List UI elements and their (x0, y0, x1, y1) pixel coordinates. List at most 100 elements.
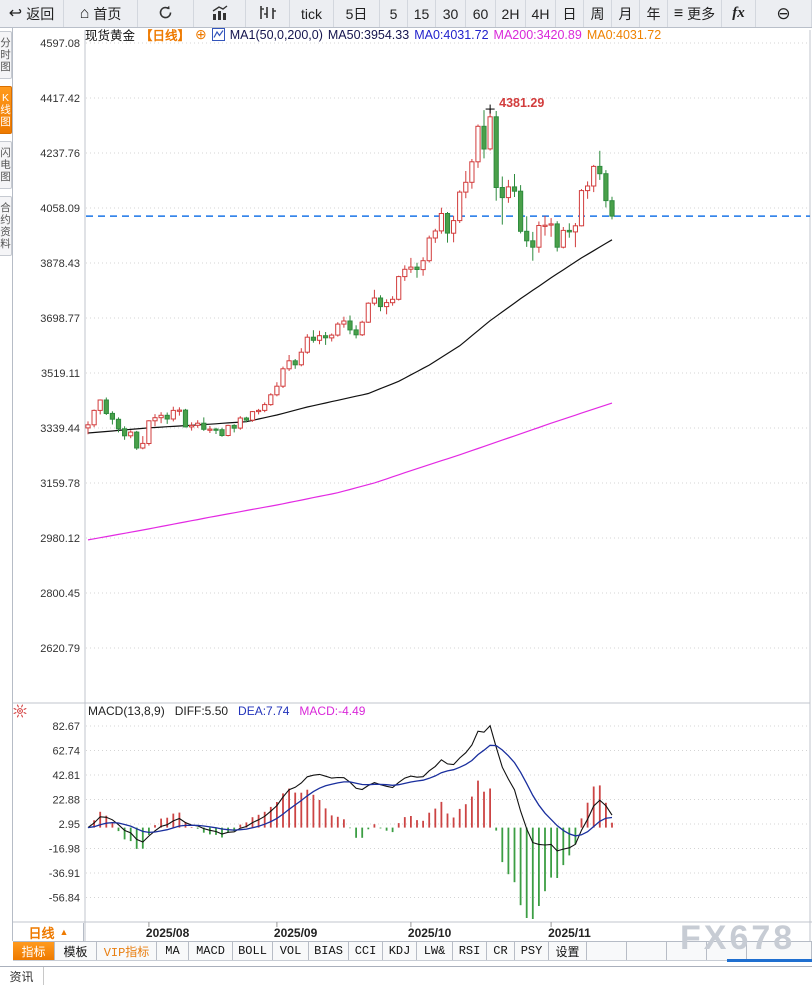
back-label: 返回 (26, 5, 55, 22)
tab-empty-cell (627, 942, 667, 960)
home-icon: ⌂ (79, 4, 90, 22)
zoom-out-icon: ⊖ (776, 4, 791, 23)
main-chart-canvas[interactable]: 4597.08 4417.42 4237.76 4058.09 3878.43 3698.… (13, 28, 812, 941)
svg-text:2.95: 2.95 (59, 819, 80, 831)
tab-cci[interactable]: CCI (349, 942, 383, 960)
tab-empty-cell (747, 942, 812, 960)
sidebar-item-kline[interactable]: K线图 (0, 86, 12, 134)
svg-text:2620.79: 2620.79 (40, 643, 80, 655)
tab-lwr[interactable]: LW& (417, 942, 453, 960)
ma50-line (87, 239, 613, 434)
top-toolbar: ↩ 返回 ⌂ 首页 tick 5日 5 15 30 60 2H 4H 日周月年 ≡ 更多 (0, 0, 812, 28)
tab-vip-indicator[interactable]: VIP指标 (97, 942, 157, 960)
refresh-button[interactable] (138, 0, 194, 27)
sidebar-item-lightning[interactable]: 闪电图 (0, 141, 12, 189)
home-label: 首页 (93, 5, 122, 22)
svg-text:3878.43: 3878.43 (40, 258, 80, 270)
svg-text:3519.11: 3519.11 (41, 368, 80, 380)
svg-text:-16.98: -16.98 (49, 844, 80, 856)
tab-vol[interactable]: VOL (273, 942, 309, 960)
tab-bias[interactable]: BIAS (309, 942, 349, 960)
tab-settings[interactable]: 设置 (549, 942, 587, 960)
period-2h[interactable]: 2H (496, 0, 526, 27)
refresh-icon (157, 4, 174, 24)
period-selector-label: 日线 (28, 925, 55, 941)
period-month[interactable]: 月 (612, 0, 640, 27)
macd-grid: 82.67 62.74 42.81 22.88 2.95 -16.98 -36.91 -56.… (49, 721, 810, 905)
period-selector[interactable]: 日线 ▲ (14, 923, 84, 941)
ma50-value: MA50:3954.33 (327, 27, 410, 42)
svg-text:42.81: 42.81 (52, 770, 80, 782)
ma200-line (87, 402, 613, 541)
home-button[interactable]: ⌂ 首页 (64, 0, 138, 27)
period-15min[interactable]: 15 (408, 0, 436, 27)
macd-dea-value: DEA:7.74 (238, 704, 290, 718)
tab-macd[interactable]: MACD (189, 942, 233, 960)
tab-boll[interactable]: BOLL (233, 942, 273, 960)
svg-text:3339.44: 3339.44 (40, 423, 80, 435)
period-5min[interactable]: 5 (380, 0, 408, 27)
back-button[interactable]: ↩ 返回 (0, 0, 64, 27)
chart-type-bar-button[interactable] (194, 0, 246, 27)
status-bar: 资讯 (0, 966, 812, 985)
tab-rsi[interactable]: RSI (453, 942, 487, 960)
more-button[interactable]: ≡ 更多 (668, 0, 722, 27)
period-day[interactable]: 日 (556, 0, 584, 27)
ma0-value-blue: MA0:4031.72 (414, 27, 489, 42)
price-grid: 4597.08 4417.42 4237.76 4058.09 3878.43 3698.… (40, 38, 810, 655)
period-year[interactable]: 年 (640, 0, 668, 27)
macd-settings-icon[interactable] (13, 704, 27, 718)
back-icon: ↩ (8, 4, 23, 22)
news-tab[interactable]: 资讯 (0, 967, 44, 985)
svg-text:4058.09: 4058.09 (40, 203, 80, 215)
peak-annotation: 4381.29 (485, 96, 544, 114)
zoom-out-button[interactable]: ⊖ (756, 0, 812, 27)
svg-text:22.88: 22.88 (52, 795, 80, 807)
svg-text:2025/10: 2025/10 (408, 926, 452, 940)
macd-dea-line (87, 744, 613, 837)
svg-text:4417.42: 4417.42 (40, 93, 80, 105)
indicator-tabbar: 指标 模板 VIP指标 MA MACD BOLL VOL BIAS CCI KDJ LW& RSI CR… (13, 941, 812, 961)
period-30min[interactable]: 30 (436, 0, 466, 27)
period-60min[interactable]: 60 (466, 0, 496, 27)
tab-ma[interactable]: MA (157, 942, 189, 960)
dropdown-up-icon: ▲ (59, 927, 69, 937)
fx-icon: fx (732, 5, 745, 21)
tab-indicator[interactable]: 指标 (13, 942, 55, 960)
period-tag: 【日线】 (140, 29, 191, 43)
ma-definition: MA1(50,0,200,0) (229, 27, 323, 42)
svg-text:3159.78: 3159.78 (40, 478, 80, 490)
period-week[interactable]: 周 (584, 0, 612, 27)
scroll-indicator[interactable] (727, 959, 812, 962)
period-4h[interactable]: 4H (526, 0, 556, 27)
period-5day[interactable]: 5日 (334, 0, 380, 27)
sidebar-item-timeshare[interactable]: 分时图 (0, 31, 12, 79)
tab-kdj[interactable]: KDJ (383, 942, 417, 960)
svg-text:2025/08: 2025/08 (146, 926, 190, 940)
tab-empty-cell (667, 942, 707, 960)
svg-text:2800.45: 2800.45 (40, 588, 80, 600)
candlestick-icon (258, 5, 278, 23)
period-tick[interactable]: tick (290, 0, 334, 27)
sidebar-item-contract-info[interactable]: 合约资料 (0, 196, 12, 256)
pane-borders (13, 30, 812, 941)
macd-hist-value: MACD:-4.49 (299, 704, 366, 718)
macd-diff-value: DIFF:5.50 (174, 704, 229, 718)
chart-title: 现货黄金 【日线】 ⊕ MA1(50,0,200,0) MA50:3954.33… (85, 25, 661, 44)
tab-psy[interactable]: PSY (515, 942, 549, 960)
svg-text:4597.08: 4597.08 (40, 38, 80, 50)
chart-type-candle-button[interactable] (246, 0, 290, 27)
chart-type-sidebar: 分时图 K线图闪电图合约资料 (0, 28, 13, 941)
tab-template[interactable]: 模板 (55, 942, 97, 960)
add-indicator-icon[interactable]: ⊕ (195, 26, 207, 42)
tab-empty-cell (707, 942, 747, 960)
more-menu-icon: ≡ (673, 4, 684, 22)
formula-fx-button[interactable]: fx (722, 0, 756, 27)
svg-text:4381.29: 4381.29 (499, 96, 544, 110)
tab-cr[interactable]: CR (487, 942, 515, 960)
tab-empty-cell (587, 942, 627, 960)
bar-chart-icon (211, 4, 229, 23)
macd-histogram (93, 780, 613, 919)
svg-text:3698.77: 3698.77 (40, 313, 80, 325)
